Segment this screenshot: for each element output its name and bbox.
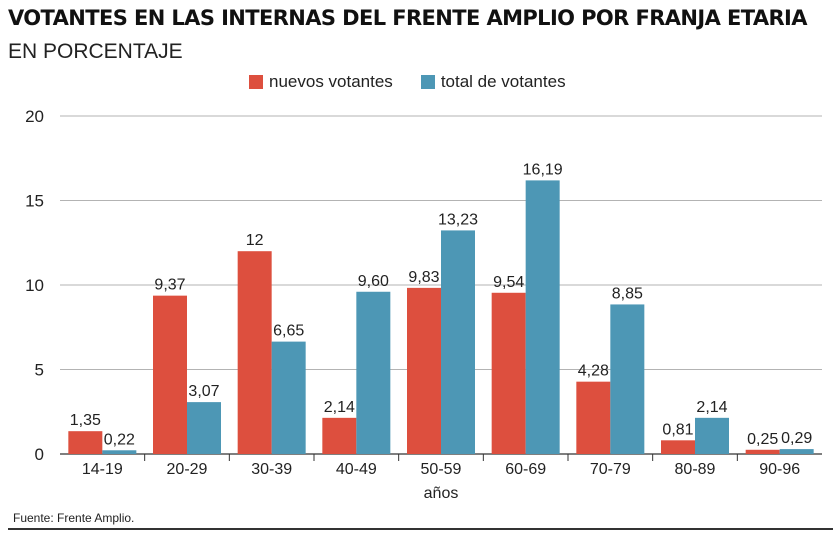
legend-swatch-nuevos	[249, 75, 263, 89]
bar-total	[779, 449, 814, 454]
legend-item-nuevos: nuevos votantes	[249, 72, 393, 92]
x-tick-label: 80-89	[675, 461, 716, 478]
bottom-rule	[8, 528, 833, 530]
bar-nuevos	[407, 287, 441, 454]
x-tick-label: 70-79	[590, 461, 631, 478]
bar-total	[102, 450, 137, 454]
x-tick-label: 40-49	[336, 461, 377, 478]
data-label: 9,83	[408, 269, 439, 286]
bar-total	[187, 402, 221, 454]
data-label: 0,25	[747, 431, 778, 448]
x-tick-label: 50-59	[421, 461, 462, 478]
bar-nuevos	[576, 381, 611, 454]
source-note: Fuente: Frente Amplio.	[13, 511, 135, 525]
data-label: 0,29	[781, 430, 812, 447]
x-tick-label: 20-29	[167, 461, 208, 478]
data-label: 8,85	[612, 285, 643, 302]
x-axis-title: años	[424, 485, 459, 502]
data-label: 16,19	[523, 161, 563, 178]
bar-nuevos	[68, 431, 103, 454]
bar-total	[441, 230, 475, 454]
data-label: 9,60	[358, 273, 389, 290]
chart-subtitle: EN PORCENTAJE	[8, 40, 183, 63]
legend-swatch-total	[420, 75, 435, 89]
legend-label-nuevos: nuevos votantes	[269, 72, 393, 91]
y-tick-label: 5	[35, 361, 44, 380]
data-label: 4,28	[578, 363, 609, 380]
legend: nuevos votantes total de votantes	[249, 72, 594, 92]
data-label: 9,37	[154, 277, 185, 294]
bar-total	[610, 304, 645, 454]
data-label: 2,14	[696, 399, 727, 416]
y-tick-label: 20	[25, 107, 44, 126]
bar-nuevos	[745, 449, 780, 454]
bar-total	[356, 291, 391, 454]
data-label: 6,65	[273, 323, 304, 340]
y-tick-label: 15	[25, 192, 44, 211]
data-label: 13,23	[438, 211, 478, 228]
bar-total	[695, 417, 729, 454]
data-label: 12	[246, 232, 264, 249]
y-tick-label: 0	[35, 445, 44, 464]
data-label: 2,14	[324, 399, 355, 416]
bar-nuevos	[153, 295, 187, 454]
chart-title: VOTANTES EN LAS INTERNAS DEL FRENTE AMPL…	[8, 6, 808, 30]
bar-nuevos	[322, 417, 357, 454]
bar-nuevos	[491, 292, 526, 454]
data-label: 0,81	[662, 421, 693, 438]
data-label: 3,07	[188, 383, 219, 400]
data-label: 9,54	[493, 274, 524, 291]
x-tick-label: 60-69	[505, 461, 546, 478]
data-label: 1,35	[70, 412, 101, 429]
bar-nuevos	[237, 251, 272, 454]
y-tick-label: 10	[25, 276, 44, 295]
bar-nuevos	[661, 440, 695, 454]
bar-total	[525, 180, 560, 455]
bar-total	[271, 341, 306, 454]
data-label: 0,22	[104, 431, 135, 448]
x-tick-label: 30-39	[251, 461, 292, 478]
legend-label-total: total de votantes	[440, 72, 566, 91]
legend-item-total: total de votantes	[420, 72, 566, 92]
x-tick-label: 90-96	[759, 461, 800, 478]
x-tick-label: 14-19	[82, 461, 123, 478]
